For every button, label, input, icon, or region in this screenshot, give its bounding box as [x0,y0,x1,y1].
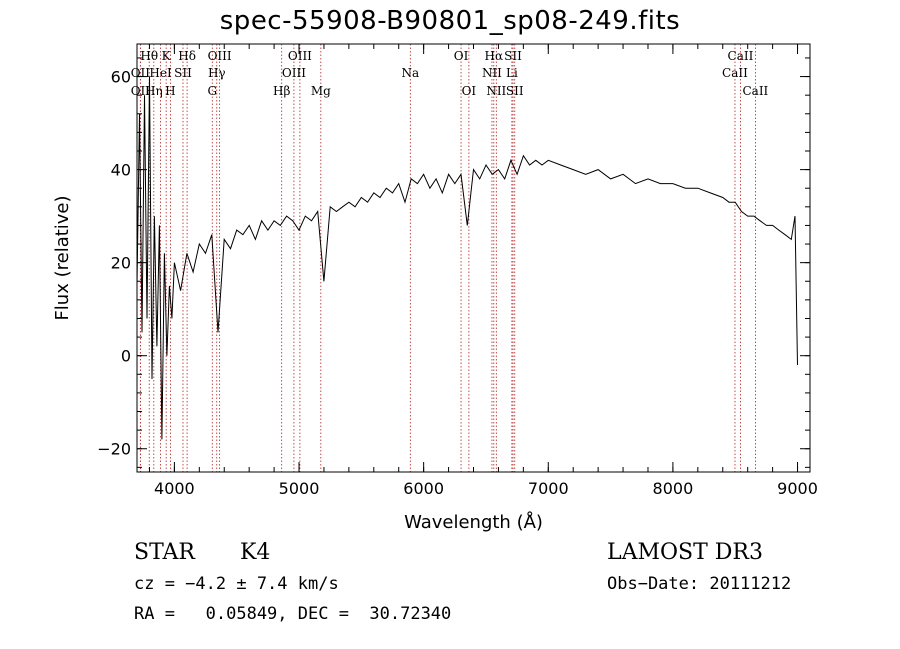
y-tick-label: −20 [97,440,131,459]
x-axis-label: Wavelength (Å) [404,511,543,533]
spectral-line-label: K [162,49,172,63]
spectral-line-label: SII [174,66,192,80]
spectral-line-label: OIII [208,49,232,63]
spectral-line-label: Hη [145,84,163,98]
spectral-line-label: Li [506,66,518,80]
spectral-line-label: SII [504,49,522,63]
spectral-line-label: OIII [288,49,312,63]
spectral-line-label: Hθ [140,49,158,63]
spectral-line-label: OII [131,84,151,98]
spectral-line-markers [139,44,756,472]
spectral-line-label: CaII [728,49,754,63]
spectral-line-label: OI [462,84,477,98]
chart-title: spec-55908-B90801_sp08-249.fits [219,6,681,36]
spectral-line-label: Mg [311,84,331,98]
x-tick-label: 4000 [154,479,195,498]
object-class: STAR [134,540,195,565]
x-tick-label: 9000 [777,479,818,498]
spectrum-line [136,76,798,440]
spectral-line-label: SII [506,84,524,98]
spectral-line-label: NII [486,84,506,98]
spectral-line-label: G [207,84,217,98]
x-tick-label: 7000 [528,479,569,498]
spectral-line-label: Hδ [178,49,196,63]
redshift-cz: cz = −4.2 ± 7.4 km/s [134,574,339,594]
survey-name: LAMOST DR3 [607,540,763,565]
y-tick-label: 40 [111,161,131,180]
y-tick-label: 60 [111,68,131,87]
y-tick-label: 20 [111,254,131,273]
spectral-line-label: Hγ [208,66,226,80]
spectral-line-label: OIII [282,66,306,80]
spectral-line-label: HeI [149,66,172,80]
observation-date: Obs−Date: 20111212 [607,574,792,594]
spectral-line-label: CaII [742,84,768,98]
axes: 4000 5000 6000 7000 8000 9000 −20 0 20 40 60 [97,44,818,498]
spectral-line-label: H [165,84,175,98]
y-axis-label: Flux (relative) [52,195,73,320]
spectral-line-label: Na [401,66,419,80]
spectral-line-label: OI [454,49,469,63]
spectral-line-label: Hβ [273,84,290,98]
spectral-line-label: OII [131,66,151,80]
spectral-line-label: CaII [722,66,748,80]
spectral-line-label: Hα [485,49,504,63]
plot-frame [136,43,811,473]
y-tick-label: 0 [121,347,131,366]
coordinates: RA = 0.05849, DEC = 30.72340 [134,604,452,624]
spectral-line-label: NII [482,66,502,80]
x-tick-label: 5000 [279,479,320,498]
object-subclass: K4 [240,540,271,565]
x-tick-label: 8000 [653,479,694,498]
x-tick-label: 6000 [403,479,444,498]
